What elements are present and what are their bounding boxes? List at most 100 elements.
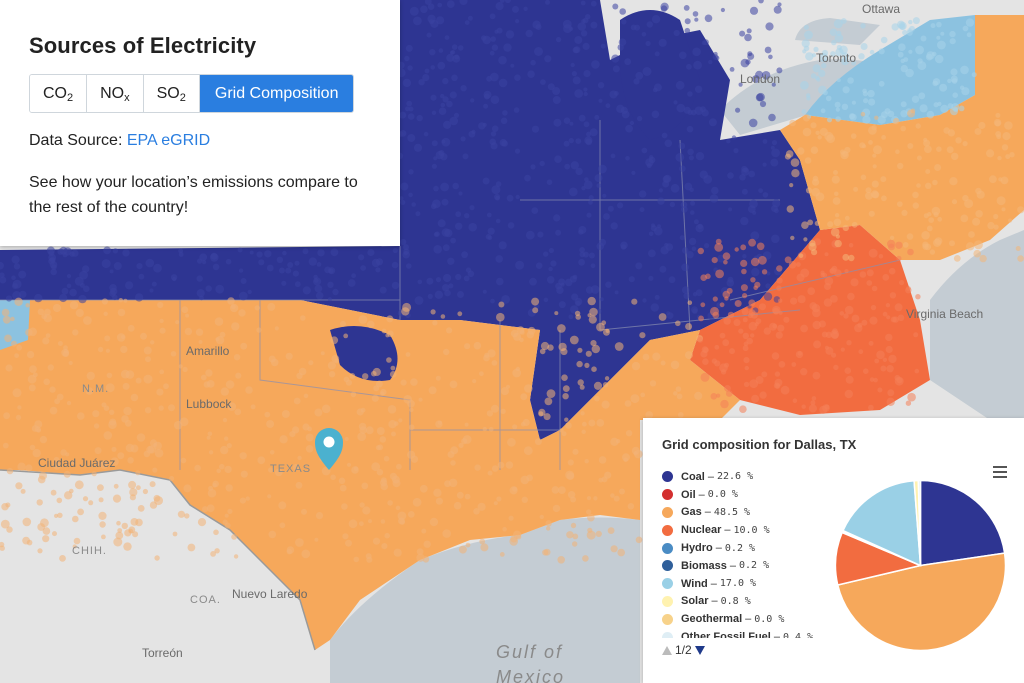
plant-dot <box>113 537 123 547</box>
plant-dot <box>120 345 128 354</box>
plant-dot <box>734 247 739 252</box>
plant-dot <box>694 17 699 22</box>
legend-item[interactable]: Wind –17.0 % <box>662 575 837 593</box>
plant-dot <box>826 134 835 144</box>
plant-dot <box>755 93 764 102</box>
plant-dot <box>441 198 449 206</box>
plant-dot <box>143 450 151 458</box>
legend-item[interactable]: Oil –0.0 % <box>662 486 837 504</box>
plant-dot <box>205 369 213 377</box>
hamburger-menu-icon[interactable] <box>993 466 1007 478</box>
legend-item[interactable]: Coal –22.6 % <box>662 468 837 486</box>
plant-dot <box>446 327 453 334</box>
plant-dot <box>495 218 501 224</box>
data-source-line: Data Source: EPA eGRID <box>29 132 210 150</box>
plant-dot <box>743 357 750 364</box>
plant-dot <box>224 436 229 441</box>
plant-dot <box>212 263 220 271</box>
plant-dot <box>729 67 735 72</box>
plant-dot <box>452 54 461 63</box>
plant-dot <box>109 418 117 426</box>
legend-item[interactable]: Biomass –0.2 % <box>662 557 837 575</box>
plant-dot <box>916 155 922 161</box>
plant-dot <box>526 331 534 339</box>
pie-slice-coal[interactable] <box>919 479 1006 567</box>
plant-dot <box>790 158 800 167</box>
plant-dot <box>593 381 603 390</box>
plant-dot <box>833 19 843 29</box>
plant-dot <box>651 15 661 24</box>
plant-dot <box>464 20 470 25</box>
plant-dot <box>130 518 139 526</box>
legend-item[interactable]: Geothermal –0.0 % <box>662 610 837 628</box>
legend-item[interactable]: Nuclear –10.0 % <box>662 521 837 539</box>
plant-dot <box>91 471 97 477</box>
plant-dot <box>12 388 22 398</box>
legend-item[interactable]: Gas –48.5 % <box>662 504 837 522</box>
legend-item[interactable]: Other Fossil Fuel –0.4 % <box>662 628 837 638</box>
pager-down-icon[interactable] <box>694 645 705 655</box>
nox-button[interactable]: NOx <box>87 75 144 112</box>
plant-dot <box>530 59 536 66</box>
plant-dot <box>287 262 294 268</box>
plant-dot <box>52 531 57 537</box>
plant-dot <box>588 200 593 205</box>
plant-dot <box>873 377 878 383</box>
plant-dot <box>97 484 104 491</box>
pie-slice-other-fossil-fuel[interactable] <box>917 479 922 566</box>
plant-dot <box>841 103 849 111</box>
plant-dot <box>725 390 733 397</box>
co2-button[interactable]: CO2 <box>30 75 88 112</box>
plant-dot <box>548 266 553 272</box>
plant-dot <box>584 459 589 464</box>
plant-dot <box>694 85 703 94</box>
plant-dot <box>411 202 417 207</box>
plant-dot <box>416 114 423 122</box>
plant-dot <box>63 345 68 351</box>
plant-dot <box>678 142 686 150</box>
pie-chart[interactable] <box>828 473 1013 658</box>
plant-dot <box>765 22 774 31</box>
plant-dot <box>163 383 169 390</box>
plant-dot <box>495 255 504 263</box>
plant-dot <box>612 65 620 73</box>
plant-dot <box>120 369 130 379</box>
plant-dot <box>582 555 589 562</box>
plant-dot <box>624 400 632 407</box>
plant-dot <box>408 424 415 431</box>
plant-dot <box>432 320 438 326</box>
plant-dot <box>815 130 820 135</box>
plant-dot <box>598 98 603 103</box>
plant-dot <box>483 103 489 109</box>
plant-dot <box>429 49 436 56</box>
so2-button[interactable]: SO2 <box>143 75 200 112</box>
plant-dot <box>664 139 673 148</box>
plant-dot <box>776 285 782 291</box>
plant-dot <box>951 152 959 161</box>
pie-slice-wind[interactable] <box>842 479 922 567</box>
plant-dot <box>534 47 543 56</box>
grid-composition-button[interactable]: Grid Composition <box>199 75 354 112</box>
legend-item[interactable]: Solar –0.8 % <box>662 593 837 611</box>
plant-dot <box>444 35 450 40</box>
plant-dot <box>391 431 396 437</box>
plant-dot <box>314 278 319 283</box>
plant-dot <box>154 555 160 561</box>
plant-dot <box>510 535 518 543</box>
egrid-link[interactable]: EPA eGRID <box>126 132 211 149</box>
plant-dot <box>701 109 709 117</box>
plant-dot <box>314 537 319 542</box>
plant-dot <box>267 494 272 499</box>
plant-dot <box>586 496 592 501</box>
plant-dot <box>477 502 486 511</box>
plant-dot <box>440 314 446 319</box>
plant-dot <box>715 269 724 279</box>
pie-slice-gas[interactable] <box>836 552 1007 652</box>
pager-up-icon[interactable] <box>662 645 672 655</box>
location-pin-icon[interactable] <box>315 428 343 470</box>
plant-dot <box>800 80 809 90</box>
plant-dot <box>75 308 84 318</box>
plant-dot <box>971 72 977 78</box>
plant-dot <box>789 119 796 127</box>
legend-item[interactable]: Hydro –0.2 % <box>662 539 837 557</box>
